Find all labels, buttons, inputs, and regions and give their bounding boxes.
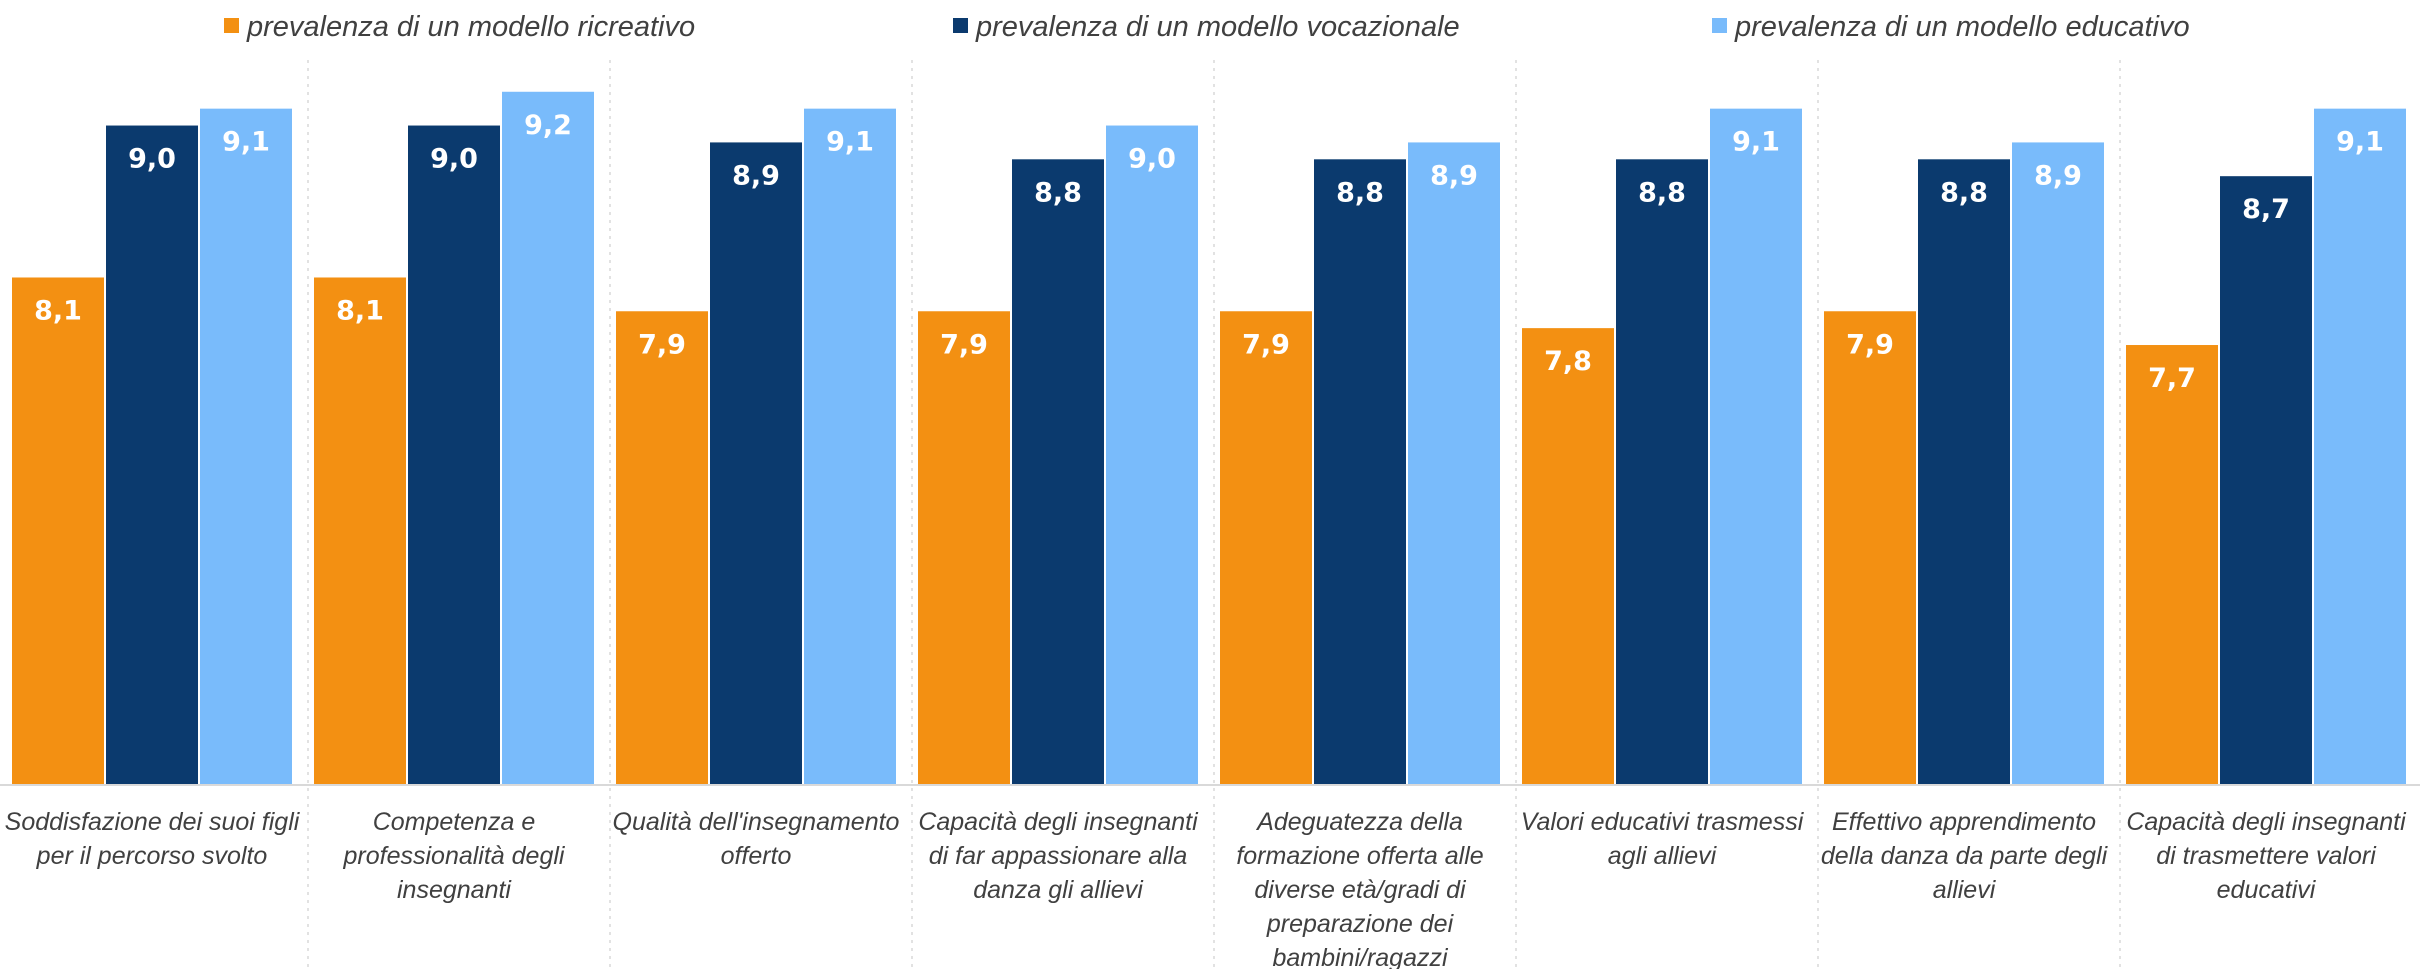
data-label-series1-cat6: 7,8 [1544, 346, 1592, 377]
category-label-3: Qualità dell'insegnamento offerto [613, 808, 900, 870]
bar-series3-cat7 [2012, 142, 2104, 785]
legend-swatch-1 [224, 18, 239, 33]
bar-series1-cat5 [1220, 311, 1312, 784]
bar-series3-cat5 [1408, 142, 1500, 785]
data-labels: 8,1 8,1 7,9 7,9 7,9 7,8 7,9 7,7 9,0 9,0 8,9 8,8 8,8 8… [34, 110, 2384, 394]
bar-series2-cat3 [710, 142, 802, 785]
data-label-series1-cat5: 7,9 [1242, 329, 1290, 360]
category-label-4: Capacità degli insegnanti di far appassio… [918, 808, 1199, 904]
data-label-series1-cat7: 7,9 [1846, 329, 1894, 360]
bar-series2-cat6 [1616, 159, 1708, 785]
bar-series3-cat1 [200, 108, 292, 784]
bar-series3-cat4 [1106, 125, 1198, 784]
data-label-series2-cat7: 8,8 [1940, 177, 1988, 208]
data-label-series1-cat2: 8,1 [336, 295, 384, 326]
category-labels: Soddisfazione dei suoi figli per il perco… [5, 808, 2407, 969]
data-label-series3-cat1: 9,1 [222, 127, 270, 158]
data-label-series2-cat3: 8,9 [732, 160, 780, 191]
category-label-7: Effettivo apprendimento della danza da pa… [1821, 808, 2109, 904]
data-label-series1-cat1: 8,1 [34, 295, 82, 326]
data-label-series3-cat5: 8,9 [1430, 160, 1478, 191]
data-label-series1-cat8: 7,7 [2148, 363, 2196, 394]
bar-series1-cat6 [1522, 328, 1614, 784]
bar-series2-cat8 [2220, 176, 2312, 785]
legend-swatch-3 [1712, 18, 1727, 33]
data-label-series3-cat4: 9,0 [1128, 144, 1176, 175]
bar-series3-cat8 [2314, 108, 2406, 784]
category-label-5: Adeguatezza della formazione offerta alle… [1236, 808, 1483, 969]
category-label-2: Competenza e professionalità degli insegna… [343, 808, 566, 904]
data-label-series3-cat7: 8,9 [2034, 160, 2082, 191]
data-label-series2-cat1: 9,0 [128, 144, 176, 175]
legend: prevalenza di un modello ricreativo preva… [224, 11, 2190, 43]
data-label-series2-cat8: 8,7 [2242, 194, 2290, 225]
bar-series1-cat3 [616, 311, 708, 784]
data-label-series3-cat3: 9,1 [826, 127, 874, 158]
category-label-8: Capacità degli insegnanti di trasmettere … [2126, 808, 2407, 904]
bar-series1-cat8 [2126, 345, 2218, 784]
bar-series2-cat1 [106, 125, 198, 784]
data-label-series2-cat2: 9,0 [430, 144, 478, 175]
category-label-6: Valori educativi trasmessi agli allievi [1521, 808, 1805, 870]
bar-series2-cat7 [1918, 159, 2010, 785]
data-label-series3-cat6: 9,1 [1732, 127, 1780, 158]
bar-series2-cat4 [1012, 159, 1104, 785]
bar-series3-cat2 [502, 91, 594, 784]
legend-label-2: prevalenza di un modello vocazionale [975, 11, 1460, 43]
data-label-series3-cat8: 9,1 [2336, 127, 2384, 158]
data-label-series2-cat4: 8,8 [1034, 177, 1082, 208]
data-label-series2-cat5: 8,8 [1336, 177, 1384, 208]
legend-label-3: prevalenza di un modello educativo [1734, 11, 2190, 43]
bar-series2-cat5 [1314, 159, 1406, 785]
data-label-series1-cat3: 7,9 [638, 329, 686, 360]
data-label-series1-cat4: 7,9 [940, 329, 988, 360]
bar-series1-cat7 [1824, 311, 1916, 784]
legend-swatch-2 [953, 18, 968, 33]
legend-label-1: prevalenza di un modello ricreativo [246, 11, 695, 43]
bar-series3-cat3 [804, 108, 896, 784]
data-label-series2-cat6: 8,8 [1638, 177, 1686, 208]
data-label-series3-cat2: 9,2 [524, 110, 572, 141]
bars [12, 91, 2406, 785]
bar-series1-cat1 [12, 277, 104, 784]
bar-series2-cat2 [408, 125, 500, 784]
category-label-1: Soddisfazione dei suoi figli per il perco… [5, 808, 301, 870]
bar-series1-cat2 [314, 277, 406, 784]
bar-series1-cat4 [918, 311, 1010, 784]
bar-series3-cat6 [1710, 108, 1802, 784]
